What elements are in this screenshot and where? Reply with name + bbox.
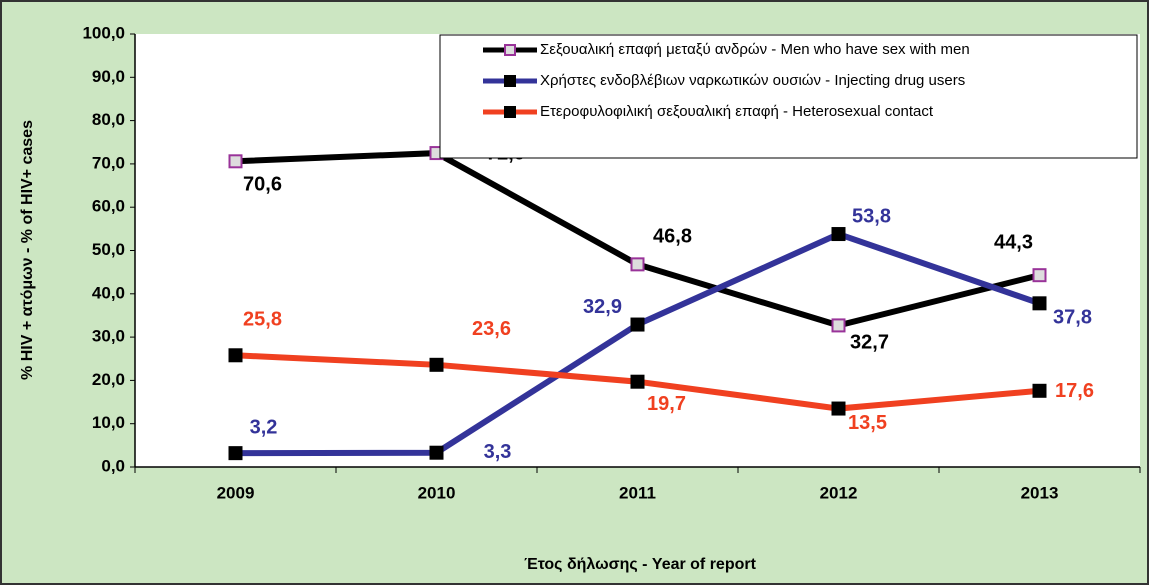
data-label: 17,6 [1055,380,1094,402]
data-label: 37,8 [1053,307,1092,329]
x-tick-label: 2010 [418,483,456,502]
y-tick-label: 70,0 [92,153,125,172]
marker [831,227,846,242]
marker [429,357,444,372]
data-label: 32,7 [850,332,889,354]
y-tick-label: 0,0 [101,456,125,475]
marker [630,374,645,389]
marker [831,318,846,333]
data-label: 44,3 [994,231,1033,253]
legend-label: Χρήστες ενδοβλέβιων ναρκωτικών ουσιών - … [540,72,965,89]
x-tick-label: 2009 [217,483,255,502]
data-label: 53,8 [852,205,891,227]
x-axis-title: Έτος δήλωσης - Year of report [524,556,757,573]
y-tick-label: 30,0 [92,327,125,346]
marker [228,348,243,363]
marker [429,445,444,460]
legend-marker [504,106,516,118]
legend-box [439,34,1138,159]
data-label: 3,3 [484,441,512,463]
data-label: 46,8 [653,226,692,248]
data-label: 3,2 [250,416,278,438]
y-axis-title: % HIV + ατόμων - % of HIV+ cases [19,120,36,380]
marker [1032,383,1047,398]
marker [831,401,846,416]
y-tick-label: 100,0 [82,23,125,42]
y-tick-label: 90,0 [92,67,125,86]
marker [228,446,243,461]
y-tick-label: 10,0 [92,413,125,432]
marker [1032,296,1047,311]
legend-label: Ετεροφυλοφιλική σεξουαλική επαφή - Heter… [540,103,934,120]
legend-marker [504,75,516,87]
y-tick-label: 80,0 [92,110,125,129]
data-label: 23,6 [472,318,511,340]
y-tick-label: 50,0 [92,240,125,259]
data-label: 13,5 [848,412,887,434]
marker [630,317,645,332]
x-tick-label: 2013 [1021,483,1059,502]
legend-marker [504,44,516,56]
y-tick-label: 20,0 [92,370,125,389]
marker [228,154,243,169]
data-label: 32,9 [583,296,622,318]
data-label: 19,7 [647,393,686,415]
data-label: 25,8 [243,309,282,331]
x-tick-label: 2011 [619,483,656,502]
marker [630,257,645,272]
y-tick-label: 40,0 [92,283,125,302]
y-tick-label: 60,0 [92,197,125,216]
marker [1032,268,1047,283]
legend-label: Σεξουαλική επαφή μεταξύ ανδρών - Men who… [540,41,970,58]
data-label: 70,6 [243,174,282,196]
x-tick-label: 2012 [820,483,858,502]
